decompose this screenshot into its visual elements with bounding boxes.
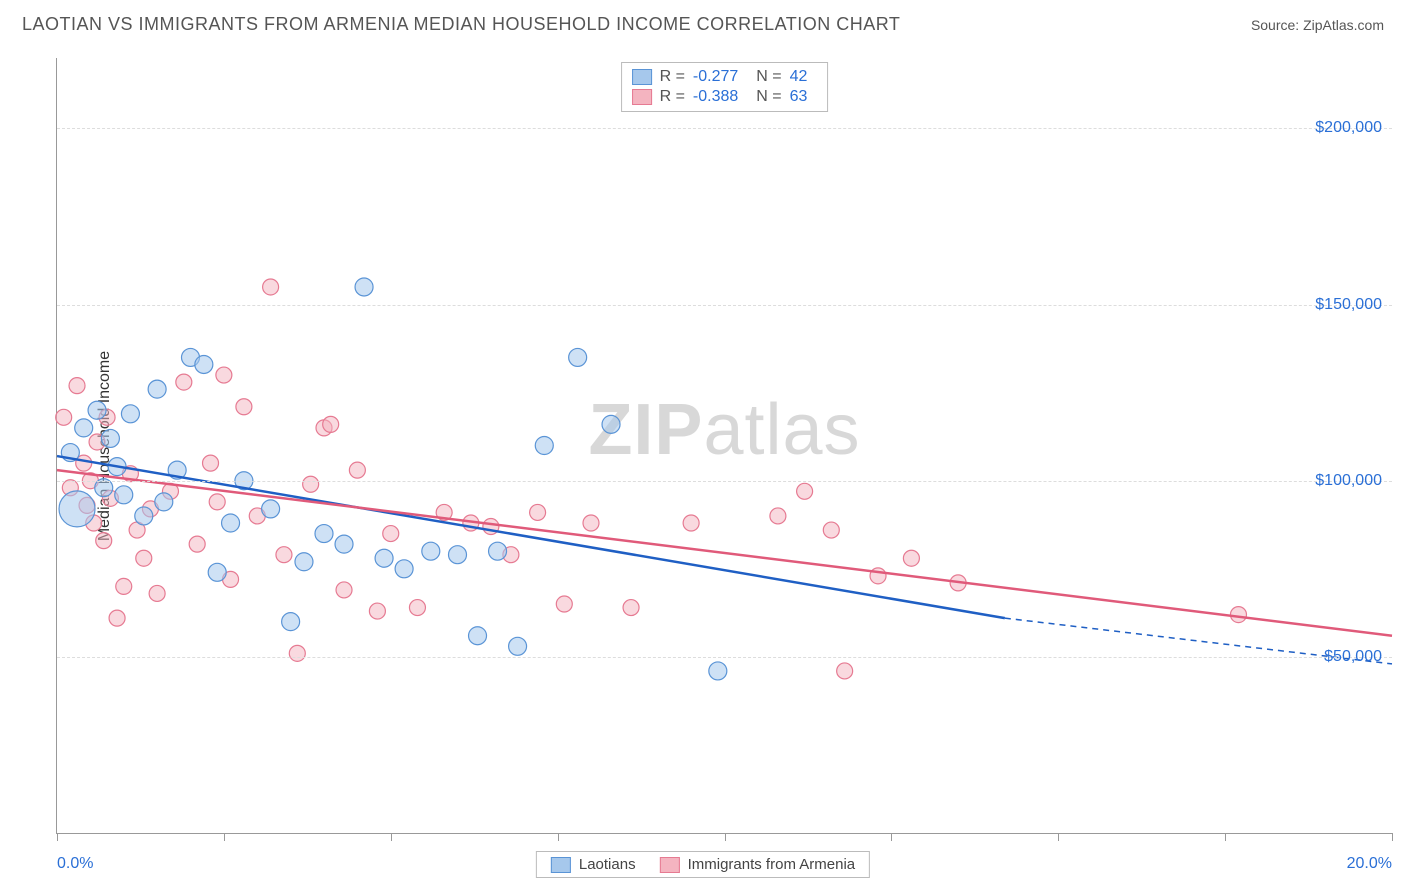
data-point (336, 582, 352, 598)
data-point (409, 600, 425, 616)
data-point (149, 585, 165, 601)
legend-label-0: Laotians (579, 856, 636, 873)
data-point (148, 380, 166, 398)
data-point (69, 378, 85, 394)
data-point (109, 610, 125, 626)
data-point (295, 553, 313, 571)
data-point (222, 514, 240, 532)
y-tick-label: $150,000 (1315, 296, 1382, 314)
data-point (88, 401, 106, 419)
data-point (208, 563, 226, 581)
data-point (556, 596, 572, 612)
data-point (136, 550, 152, 566)
x-tick (57, 833, 58, 841)
x-tick (1225, 833, 1226, 841)
data-point (262, 500, 280, 518)
gridline (57, 657, 1392, 658)
data-point (289, 645, 305, 661)
data-point (189, 536, 205, 552)
chart-header: LAOTIAN VS IMMIGRANTS FROM ARMENIA MEDIA… (0, 0, 1406, 45)
y-tick-label: $100,000 (1315, 472, 1382, 490)
data-point (335, 535, 353, 553)
legend-item-0: Laotians (551, 856, 636, 873)
data-point (583, 515, 599, 531)
data-point (797, 483, 813, 499)
chart-title: LAOTIAN VS IMMIGRANTS FROM ARMENIA MEDIA… (22, 14, 900, 35)
x-axis-label-right: 20.0% (1347, 855, 1392, 873)
data-point (116, 578, 132, 594)
x-tick (891, 833, 892, 841)
data-point (155, 493, 173, 511)
data-point (276, 547, 292, 563)
data-point (323, 416, 339, 432)
legend-swatch-0 (551, 857, 571, 873)
data-point (315, 525, 333, 543)
data-point (115, 486, 133, 504)
gridline (57, 305, 1392, 306)
data-point (837, 663, 853, 679)
data-point (422, 542, 440, 560)
x-tick (1392, 833, 1393, 841)
legend-item-1: Immigrants from Armenia (660, 856, 856, 873)
gridline (57, 128, 1392, 129)
data-point (903, 550, 919, 566)
data-point (369, 603, 385, 619)
y-tick-label: $50,000 (1324, 648, 1382, 666)
data-point (383, 526, 399, 542)
x-tick (558, 833, 559, 841)
x-tick (391, 833, 392, 841)
data-point (449, 546, 467, 564)
data-point (236, 399, 252, 415)
data-point (823, 522, 839, 538)
data-point (489, 542, 507, 560)
data-point (623, 600, 639, 616)
data-point (349, 462, 365, 478)
data-point (1230, 607, 1246, 623)
data-point (282, 613, 300, 631)
data-point (209, 494, 225, 510)
plot-svg (57, 58, 1392, 833)
data-point (75, 419, 93, 437)
data-point (469, 627, 487, 645)
data-point (96, 533, 112, 549)
data-point (569, 348, 587, 366)
x-tick (1058, 833, 1059, 841)
data-point (203, 455, 219, 471)
data-point (195, 355, 213, 373)
data-point (395, 560, 413, 578)
legend-swatch-1 (660, 857, 680, 873)
data-point (59, 491, 95, 527)
data-point (709, 662, 727, 680)
data-point (216, 367, 232, 383)
data-point (101, 429, 119, 447)
data-point (303, 476, 319, 492)
data-point (535, 437, 553, 455)
x-axis-label-left: 0.0% (57, 855, 93, 873)
gridline (57, 481, 1392, 482)
data-point (602, 415, 620, 433)
legend-label-1: Immigrants from Armenia (688, 856, 856, 873)
data-point (375, 549, 393, 567)
chart-source: Source: ZipAtlas.com (1251, 17, 1384, 33)
data-point (176, 374, 192, 390)
series-legend: Laotians Immigrants from Armenia (536, 851, 870, 878)
data-point (56, 409, 72, 425)
data-point (530, 504, 546, 520)
x-tick (725, 833, 726, 841)
data-point (683, 515, 699, 531)
trend-line-solid (57, 470, 1392, 636)
data-point (355, 278, 373, 296)
y-tick-label: $200,000 (1315, 119, 1382, 137)
data-point (770, 508, 786, 524)
plot-area: ZIPatlas R = -0.277 N = 42 R = -0.388 N … (56, 58, 1392, 834)
x-tick (224, 833, 225, 841)
data-point (135, 507, 153, 525)
data-point (509, 637, 527, 655)
data-point (263, 279, 279, 295)
data-point (121, 405, 139, 423)
